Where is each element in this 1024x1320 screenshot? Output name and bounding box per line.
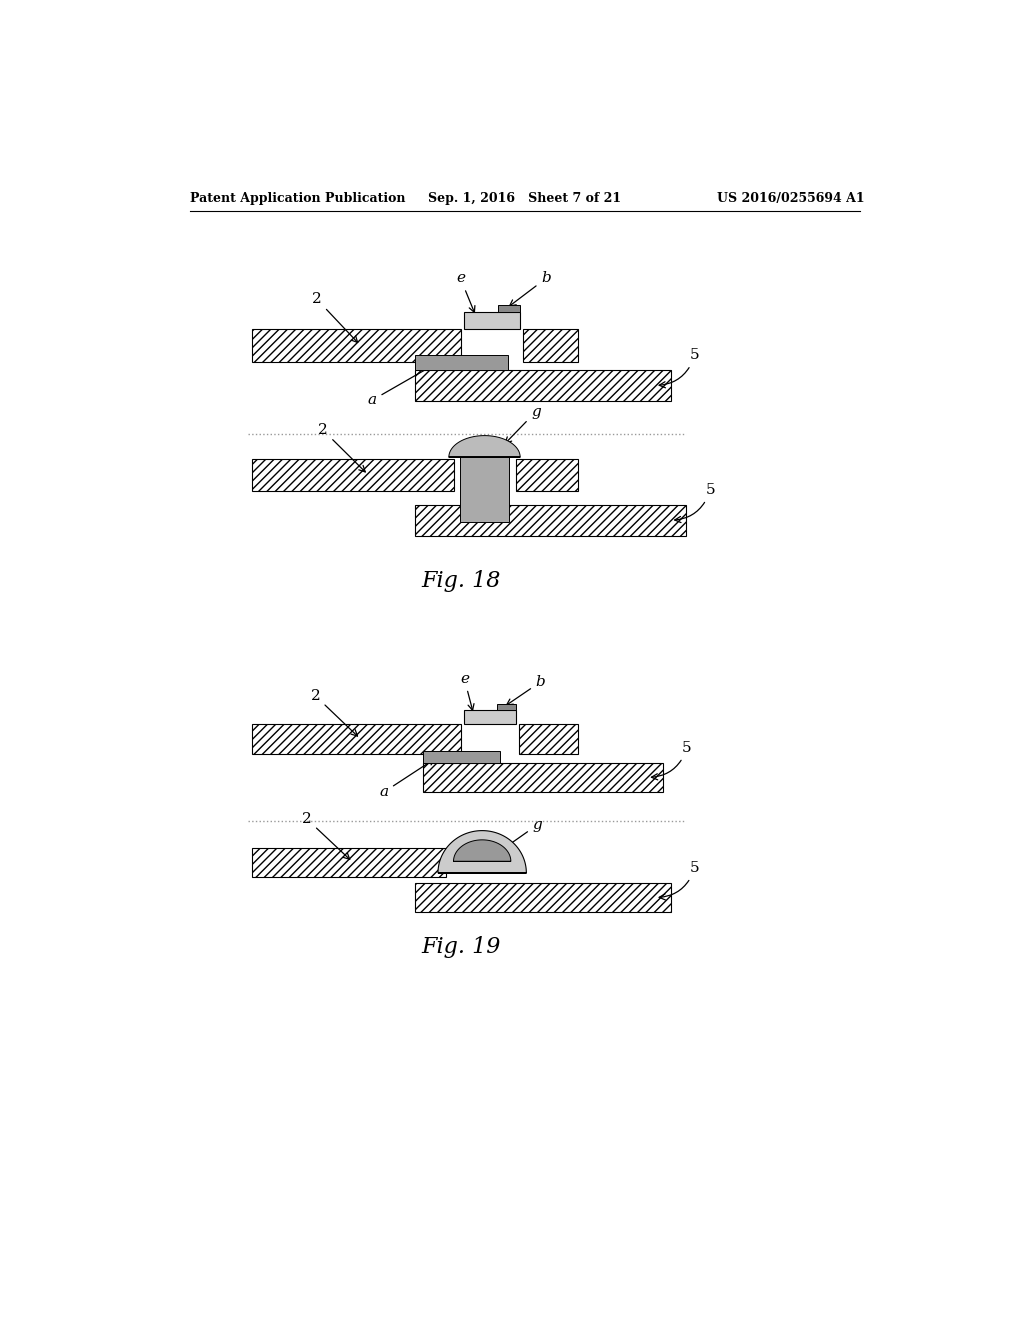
Bar: [460, 457, 509, 521]
Text: e: e: [456, 272, 475, 313]
Text: b: b: [510, 272, 551, 306]
Text: 5: 5: [675, 483, 715, 523]
Text: 2: 2: [318, 424, 366, 473]
Text: e: e: [460, 672, 474, 710]
Text: 5: 5: [651, 741, 692, 780]
Text: g: g: [505, 405, 541, 444]
Text: 2: 2: [310, 689, 357, 737]
Polygon shape: [438, 830, 526, 873]
Bar: [519, 725, 578, 754]
Bar: [415, 370, 671, 401]
Text: Fig. 19: Fig. 19: [422, 936, 501, 958]
Bar: [252, 330, 461, 362]
Bar: [415, 506, 686, 536]
Text: a: a: [379, 759, 434, 799]
Text: Fig. 18: Fig. 18: [422, 570, 501, 593]
Text: 5: 5: [659, 861, 699, 900]
Bar: [523, 330, 578, 362]
Polygon shape: [449, 436, 520, 457]
Bar: [423, 751, 500, 763]
Bar: [252, 459, 454, 491]
Text: a: a: [368, 364, 434, 408]
Bar: [499, 305, 520, 313]
Bar: [497, 705, 516, 710]
Bar: [415, 883, 671, 912]
Text: US 2016/0255694 A1: US 2016/0255694 A1: [717, 191, 864, 205]
Bar: [515, 459, 578, 491]
Text: 5: 5: [659, 348, 699, 388]
Text: 2: 2: [302, 812, 350, 859]
Bar: [252, 725, 461, 754]
Text: 2: 2: [312, 292, 357, 342]
Text: g: g: [506, 818, 543, 847]
Polygon shape: [454, 840, 511, 862]
Bar: [252, 847, 445, 876]
Bar: [423, 763, 663, 792]
Bar: [464, 313, 520, 330]
Bar: [464, 710, 516, 725]
Text: Sep. 1, 2016   Sheet 7 of 21: Sep. 1, 2016 Sheet 7 of 21: [428, 191, 622, 205]
Text: b: b: [507, 675, 546, 705]
Text: Patent Application Publication: Patent Application Publication: [190, 191, 406, 205]
Bar: [415, 355, 508, 370]
